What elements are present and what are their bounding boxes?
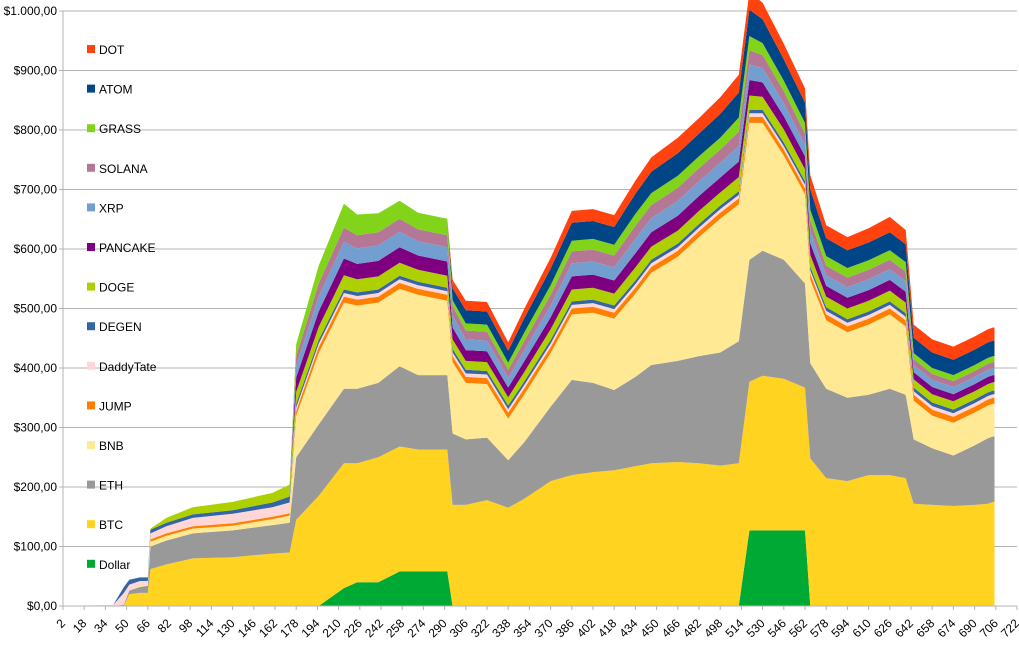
x-tick-label: 258	[383, 616, 407, 640]
x-tick-label: 226	[341, 616, 365, 640]
legend-label-dollar: Dollar	[99, 558, 130, 572]
x-tick-label: 34	[91, 616, 111, 636]
x-tick-label: 370	[532, 616, 556, 640]
legend-label-dot: DOT	[99, 43, 125, 57]
legend-label-grass: GRASS	[99, 122, 141, 136]
legend-swatch-daddytate	[87, 361, 95, 370]
x-tick-label: 434	[616, 616, 640, 640]
legend-swatch-jump	[87, 401, 95, 410]
legend-swatch-doge	[87, 282, 95, 291]
x-tick-label: 178	[277, 616, 301, 640]
legend-swatch-degen	[87, 322, 95, 331]
x-tick-label: 658	[913, 616, 937, 640]
x-tick-label: 306	[447, 616, 471, 640]
x-tick-label: 722	[998, 616, 1019, 640]
x-tick-label: 2	[53, 616, 68, 631]
legend-label-eth: ETH	[99, 479, 123, 493]
x-tick-label: 578	[807, 616, 831, 640]
legend-label-degen: DEGEN	[99, 320, 142, 334]
x-tick-label: 610	[850, 616, 874, 640]
x-tick-label: 642	[892, 616, 916, 640]
x-tick-label: 50	[112, 616, 132, 636]
x-tick-label: 706	[977, 616, 1001, 640]
y-tick-label: $300,00	[14, 421, 58, 435]
x-tick-label: 546	[765, 616, 789, 640]
y-tick-label: $700,00	[14, 183, 58, 197]
legend: DOT ATOM GRASS SOLANA XRP PANCAKE DOGE DEGEN Dad…	[87, 43, 157, 572]
y-tick-label: $600,00	[14, 242, 58, 256]
x-tick-label: 322	[468, 616, 492, 640]
y-tick-label: $100,00	[14, 540, 58, 554]
x-tick-label: 386	[553, 616, 577, 640]
legend-label-pancake: PANCAKE	[99, 241, 155, 255]
x-tick-label: 450	[638, 616, 662, 640]
x-tick-label: 146	[235, 616, 259, 640]
legend-swatch-pancake	[87, 243, 95, 251]
x-tick-label: 530	[744, 616, 768, 640]
x-tick-label: 130	[214, 616, 238, 640]
legend-label-btc: BTC	[99, 518, 123, 532]
y-tick-label: $800,00	[14, 123, 58, 137]
legend-swatch-btc	[87, 520, 95, 529]
area-btc	[63, 375, 995, 606]
x-tick-label: 274	[404, 616, 428, 640]
axes	[59, 10, 1017, 607]
x-tick-label: 18	[70, 616, 90, 636]
x-axis-tick-labels: 2 18 34 50 66 82 98114130146162178194210226242…	[53, 606, 1019, 640]
legend-swatch-dot	[87, 45, 95, 53]
x-tick-label: 418	[595, 616, 619, 640]
legend-swatch-solana	[87, 163, 95, 172]
y-tick-label: $500,00	[14, 302, 58, 316]
x-tick-label: 466	[659, 616, 683, 640]
x-tick-label: 338	[489, 616, 513, 640]
legend-label-bnb: BNB	[99, 439, 124, 453]
y-tick-label: $0,00	[27, 599, 57, 613]
area-dot	[63, 0, 995, 606]
y-tick-label: $900,00	[14, 64, 58, 78]
legend-swatch-atom	[87, 84, 95, 93]
legend-label-doge: DOGE	[99, 281, 134, 295]
area-bnb	[63, 122, 995, 607]
area-series	[63, 0, 995, 607]
legend-label-solana: SOLANA	[99, 162, 148, 176]
legend-swatch-bnb	[87, 441, 95, 449]
area-eth	[63, 250, 995, 607]
y-tick-label: $200,00	[14, 480, 58, 494]
legend-swatch-xrp	[87, 203, 95, 212]
x-tick-label: 290	[426, 616, 450, 640]
legend-swatch-grass	[87, 124, 95, 133]
x-tick-label: 690	[956, 616, 980, 640]
legend-swatch-eth	[87, 480, 95, 489]
x-tick-label: 98	[176, 616, 196, 636]
legend-label-xrp: XRP	[99, 201, 124, 215]
x-tick-label: 114	[193, 616, 217, 640]
x-tick-label: 354	[510, 616, 534, 640]
x-tick-label: 210	[320, 616, 344, 640]
legend-label-jump: JUMP	[99, 399, 132, 413]
x-tick-label: 402	[574, 616, 598, 640]
legend-label-daddytate: DaddyTate	[99, 360, 157, 374]
x-tick-label: 482	[680, 616, 704, 640]
x-tick-label: 82	[155, 616, 175, 636]
y-tick-label: $1.000,00	[4, 4, 58, 18]
x-tick-label: 594	[828, 616, 852, 640]
x-tick-label: 498	[701, 616, 725, 640]
x-tick-label: 562	[786, 616, 810, 640]
y-tick-label: $400,00	[14, 361, 58, 375]
y-axis-tick-labels: $0,00 $100,00 $200,00 $300,00 $400,00 $500,00…	[4, 4, 58, 613]
x-tick-label: 514	[722, 616, 746, 640]
x-tick-label: 626	[871, 616, 895, 640]
x-tick-label: 66	[134, 616, 154, 636]
area-dollar	[63, 530, 995, 606]
x-tick-label: 162	[256, 616, 280, 640]
x-tick-label: 242	[362, 616, 386, 640]
x-tick-label: 674	[934, 616, 958, 640]
x-tick-label: 194	[298, 616, 322, 640]
legend-label-atom: ATOM	[99, 83, 133, 97]
legend-swatch-dollar	[87, 559, 95, 568]
